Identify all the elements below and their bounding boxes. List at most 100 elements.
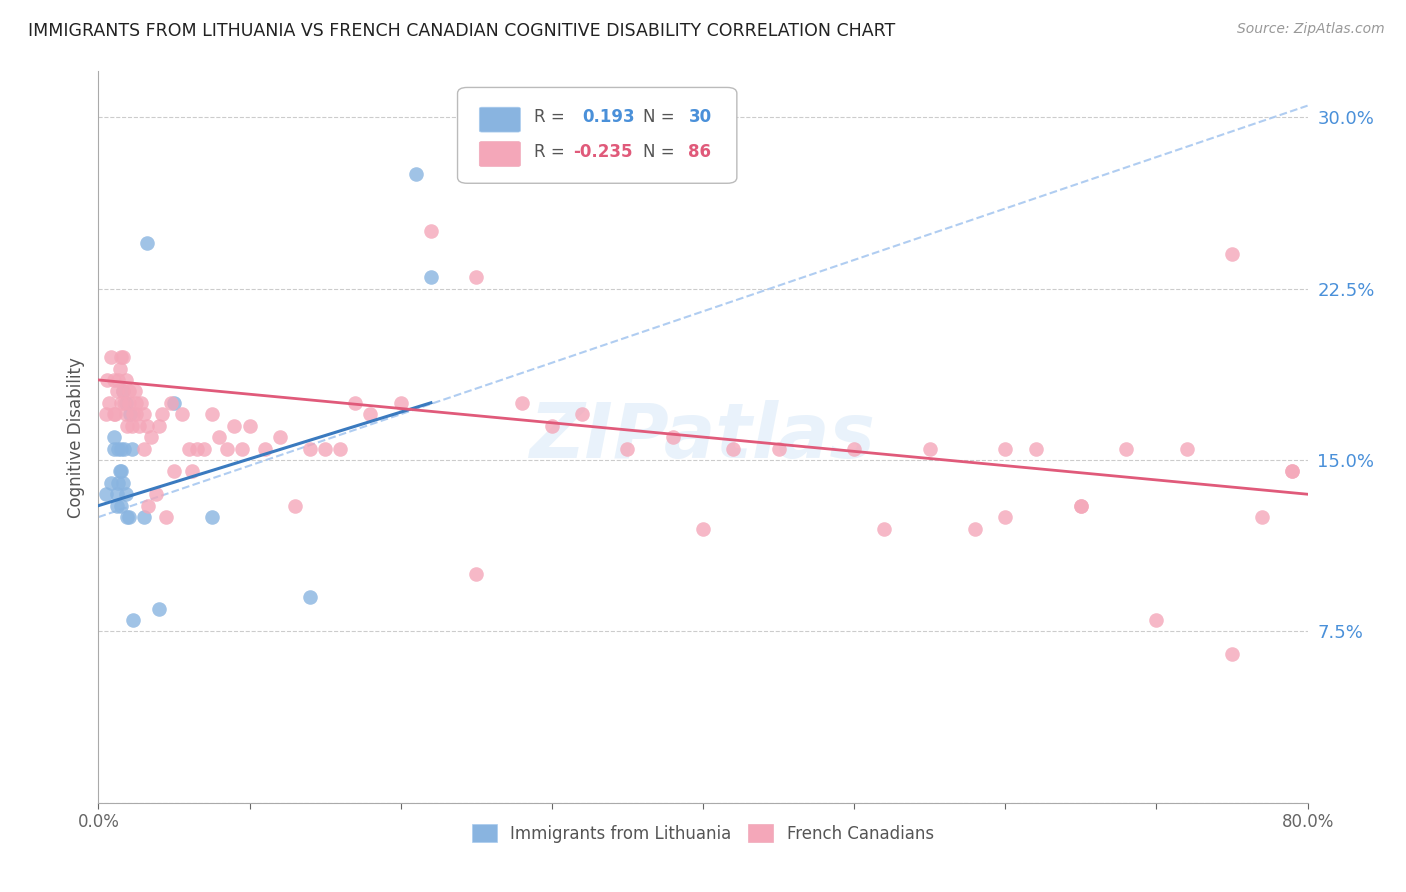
- Point: [253, 442, 276, 456]
- Text: R =: R =: [534, 109, 564, 127]
- Text: 86: 86: [689, 143, 711, 161]
- Point: [148, 418, 170, 433]
- Point: [110, 442, 132, 456]
- Point: [114, 487, 136, 501]
- Y-axis label: Cognitive Disability: Cognitive Disability: [66, 357, 84, 517]
- Text: 0.193: 0.193: [582, 109, 634, 127]
- Point: [1251, 510, 1274, 524]
- Point: [118, 384, 141, 399]
- Point: [141, 430, 163, 444]
- Point: [135, 235, 157, 250]
- Point: [121, 418, 143, 433]
- Point: [122, 407, 145, 421]
- Point: [201, 407, 224, 421]
- Point: [1144, 613, 1167, 627]
- FancyBboxPatch shape: [457, 87, 737, 183]
- Point: [108, 464, 131, 478]
- Point: [844, 442, 866, 456]
- Point: [160, 396, 183, 410]
- Point: [108, 361, 131, 376]
- Point: [103, 373, 125, 387]
- Point: [661, 430, 683, 444]
- Point: [121, 442, 143, 456]
- Point: [129, 396, 152, 410]
- Point: [110, 499, 132, 513]
- Point: [510, 396, 533, 410]
- Text: -0.235: -0.235: [574, 143, 633, 161]
- Point: [132, 442, 155, 456]
- Text: IMMIGRANTS FROM LITHUANIA VS FRENCH CANADIAN COGNITIVE DISABILITY CORRELATION CH: IMMIGRANTS FROM LITHUANIA VS FRENCH CANA…: [28, 22, 896, 40]
- Point: [125, 407, 148, 421]
- Point: [104, 407, 127, 421]
- Point: [94, 487, 117, 501]
- Legend: Immigrants from Lithuania, French Canadians: Immigrants from Lithuania, French Canadi…: [465, 818, 941, 849]
- Point: [118, 396, 141, 410]
- Point: [103, 442, 125, 456]
- FancyBboxPatch shape: [479, 107, 520, 132]
- FancyBboxPatch shape: [479, 142, 520, 167]
- Point: [118, 510, 141, 524]
- Point: [163, 464, 186, 478]
- Point: [150, 407, 173, 421]
- Text: N =: N =: [643, 143, 673, 161]
- Point: [124, 384, 146, 399]
- Point: [114, 396, 136, 410]
- Point: [112, 442, 135, 456]
- Point: [215, 442, 238, 456]
- Point: [1281, 464, 1303, 478]
- Point: [132, 407, 155, 421]
- Text: R =: R =: [534, 143, 564, 161]
- Point: [181, 464, 204, 478]
- Point: [994, 442, 1017, 456]
- Point: [111, 350, 134, 364]
- Point: [111, 475, 134, 490]
- Point: [107, 442, 129, 456]
- Point: [284, 499, 307, 513]
- Point: [1024, 442, 1046, 456]
- Point: [208, 430, 231, 444]
- Point: [540, 418, 562, 433]
- Point: [136, 499, 159, 513]
- Point: [224, 418, 246, 433]
- Text: 30: 30: [689, 109, 711, 127]
- Point: [94, 407, 117, 421]
- Point: [692, 521, 714, 535]
- Point: [299, 590, 322, 604]
- Point: [115, 510, 138, 524]
- Point: [405, 167, 427, 181]
- Point: [768, 442, 790, 456]
- Point: [873, 521, 896, 535]
- Point: [114, 407, 136, 421]
- Point: [360, 407, 382, 421]
- Point: [918, 442, 941, 456]
- Point: [465, 567, 488, 582]
- Point: [269, 430, 291, 444]
- Point: [186, 442, 208, 456]
- Point: [105, 499, 128, 513]
- Point: [132, 510, 155, 524]
- Point: [193, 442, 215, 456]
- Point: [103, 430, 125, 444]
- Point: [148, 601, 170, 615]
- Point: [1070, 499, 1092, 513]
- Point: [571, 407, 593, 421]
- Text: ZIPatlas: ZIPatlas: [530, 401, 876, 474]
- Point: [1175, 442, 1198, 456]
- Point: [344, 396, 367, 410]
- Point: [103, 407, 125, 421]
- Point: [616, 442, 638, 456]
- Point: [723, 442, 745, 456]
- Point: [115, 418, 138, 433]
- Point: [179, 442, 201, 456]
- Point: [122, 613, 145, 627]
- Point: [231, 442, 253, 456]
- Point: [100, 350, 122, 364]
- Point: [314, 442, 336, 456]
- Point: [107, 373, 129, 387]
- Point: [1281, 464, 1303, 478]
- Point: [105, 487, 128, 501]
- Point: [98, 396, 121, 410]
- Point: [135, 418, 157, 433]
- Point: [111, 384, 134, 399]
- Point: [965, 521, 987, 535]
